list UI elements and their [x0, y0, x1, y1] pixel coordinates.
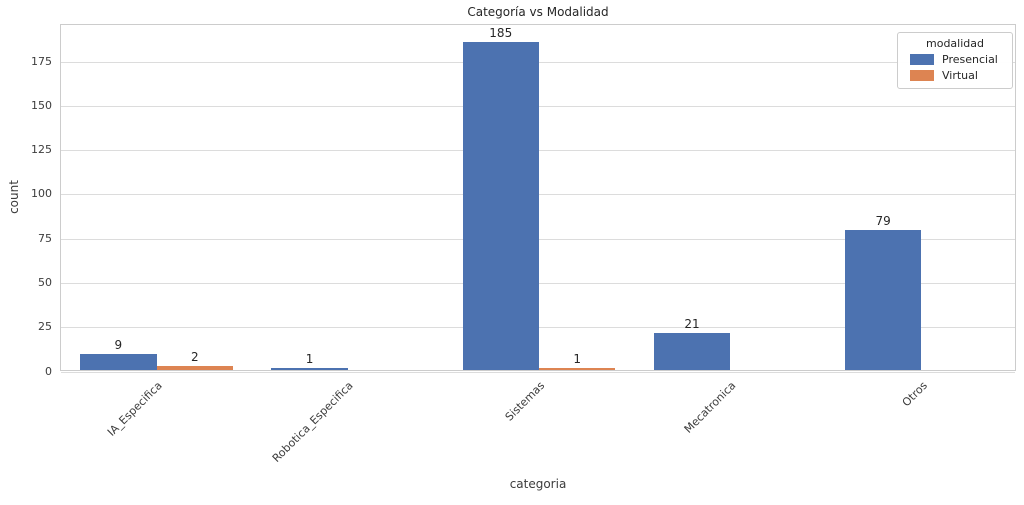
- legend-item-label: Presencial: [942, 53, 998, 66]
- y-tick-label: 150: [31, 98, 52, 112]
- bar-value-label: 21: [684, 316, 700, 331]
- y-tick-label: 0: [45, 364, 52, 378]
- legend-item-presencial: Presencial: [906, 53, 1004, 66]
- x-tick-label: IA_Especifica: [105, 379, 165, 439]
- y-tick-label: 25: [38, 320, 52, 334]
- bar-Mecatronica-Presencial: [653, 332, 731, 370]
- gridline: [61, 371, 1015, 373]
- bar-value-label: 2: [191, 350, 199, 365]
- bar-Robotica_Especifica-Presencial: [271, 368, 348, 370]
- bar-Sistemas-Presencial: [462, 42, 539, 370]
- bar-Sistemas-Virtual: [539, 368, 616, 370]
- y-tick-label: 175: [31, 54, 52, 68]
- bar-value-label: 1: [573, 352, 582, 367]
- x-tick-label: Mecatronica: [681, 379, 739, 436]
- legend-item-label: Virtual: [942, 69, 978, 82]
- x-tick-label: Sistemas: [502, 379, 548, 424]
- bar-value-label: 9: [114, 338, 123, 353]
- legend: modalidad Presencial Virtual: [897, 32, 1013, 89]
- y-tick-label: 125: [31, 143, 52, 157]
- y-tick-label: 50: [38, 275, 52, 289]
- y-axis-label: count: [7, 180, 21, 214]
- presencial-swatch-icon: [910, 54, 934, 65]
- legend-title: modalidad: [926, 37, 984, 50]
- y-tick-label: 100: [31, 187, 52, 201]
- chart-title: Categoría vs Modalidad: [467, 5, 609, 19]
- x-tick-label: Robotica_Especifica: [270, 379, 357, 465]
- y-tick-label: 75: [38, 231, 52, 245]
- bar-Otros-Presencial: [844, 230, 922, 370]
- bar-value-label: 1: [305, 352, 314, 367]
- legend-item-virtual: Virtual: [906, 69, 1004, 82]
- plot-area: 9 2 1 185 1 21 79: [60, 24, 1016, 373]
- bar-IA_Especifica-Presencial: [80, 354, 157, 370]
- bar-IA_Especifica-Virtual: [156, 366, 234, 370]
- bar-value-label: 79: [875, 214, 891, 229]
- virtual-swatch-icon: [910, 70, 934, 81]
- x-axis-label: categoria: [509, 477, 567, 491]
- x-tick-label: Otros: [899, 379, 930, 410]
- bar-value-label: 185: [489, 26, 513, 41]
